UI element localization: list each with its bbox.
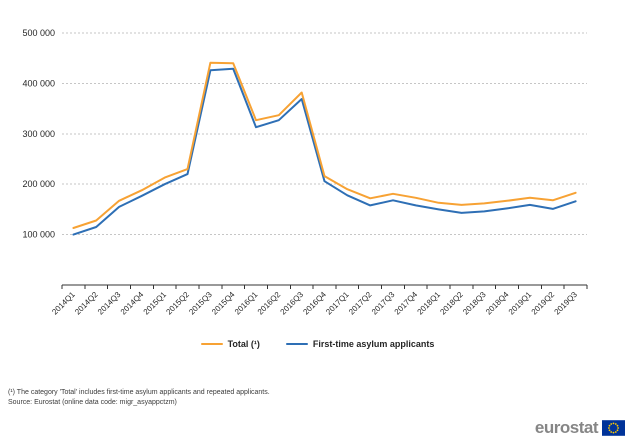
x-tick-label: 2018Q4 (484, 290, 511, 317)
y-tick-label: 200 000 (22, 179, 55, 189)
x-tick-label: 2019Q3 (553, 290, 580, 317)
x-tick-label: 2016Q1 (233, 290, 260, 317)
legend-item-total: Total (¹) (200, 339, 260, 349)
x-tick-label: 2018Q2 (438, 290, 465, 317)
y-tick-label: 100 000 (22, 230, 55, 240)
eurostat-logo-text: eurostat (534, 418, 599, 437)
x-tick-label: 2015Q2 (164, 290, 191, 317)
line-chart: 100 000 200 000 300 000 400 000 500 000 2014Q… (22, 28, 588, 317)
x-tick-label: 2014Q3 (96, 290, 123, 317)
x-tick-label: 2014Q1 (50, 290, 77, 317)
x-tick-label: 2019Q2 (530, 290, 557, 317)
eu-flag-icon (602, 419, 625, 436)
x-tick-label: 2016Q2 (256, 290, 283, 317)
x-tick-label: 2015Q4 (210, 290, 237, 317)
x-tick-label: 2014Q2 (73, 290, 100, 317)
chart-legend: Total (¹) First-time asylum applicants (0, 336, 635, 352)
x-tick-label: 2016Q4 (301, 290, 328, 317)
x-tick-label: 2017Q4 (393, 290, 420, 317)
y-tick-label: 400 000 (22, 78, 55, 88)
y-tick-label: 300 000 (22, 129, 55, 139)
series-line-total (72, 61, 577, 229)
x-tick-label: 2014Q4 (119, 290, 146, 317)
footnote-definition: (¹) The category 'Total' includes first-… (8, 389, 270, 396)
legend-line-swatch-first-time (285, 342, 308, 346)
series-line-first-time (72, 67, 577, 236)
legend-label-total: Total (¹) (227, 339, 260, 349)
footnote-source: Source: Eurostat (online data code: migr… (8, 399, 177, 406)
x-tick-label: 2015Q1 (142, 290, 169, 317)
eurostat-logo: eurostat (535, 419, 625, 436)
legend-line-swatch-total (200, 342, 223, 346)
chart-footnotes: (¹) The category 'Total' includes first-… (8, 388, 568, 408)
x-tick-label: 2018Q1 (416, 290, 443, 317)
x-tick-label: 2018Q3 (461, 290, 488, 317)
legend-item-first-time: First-time asylum applicants (285, 339, 435, 349)
x-tick-label: 2017Q3 (370, 290, 397, 317)
x-tick-label: 2017Q2 (347, 290, 374, 317)
legend-label-first-time: First-time asylum applicants (312, 339, 435, 349)
x-tick-label: 2017Q1 (324, 290, 351, 317)
x-tick-label: 2016Q3 (279, 290, 306, 317)
y-tick-label: 500 000 (22, 28, 55, 38)
x-tick-label: 2015Q3 (187, 290, 214, 317)
x-tick-label: 2019Q1 (507, 290, 534, 317)
